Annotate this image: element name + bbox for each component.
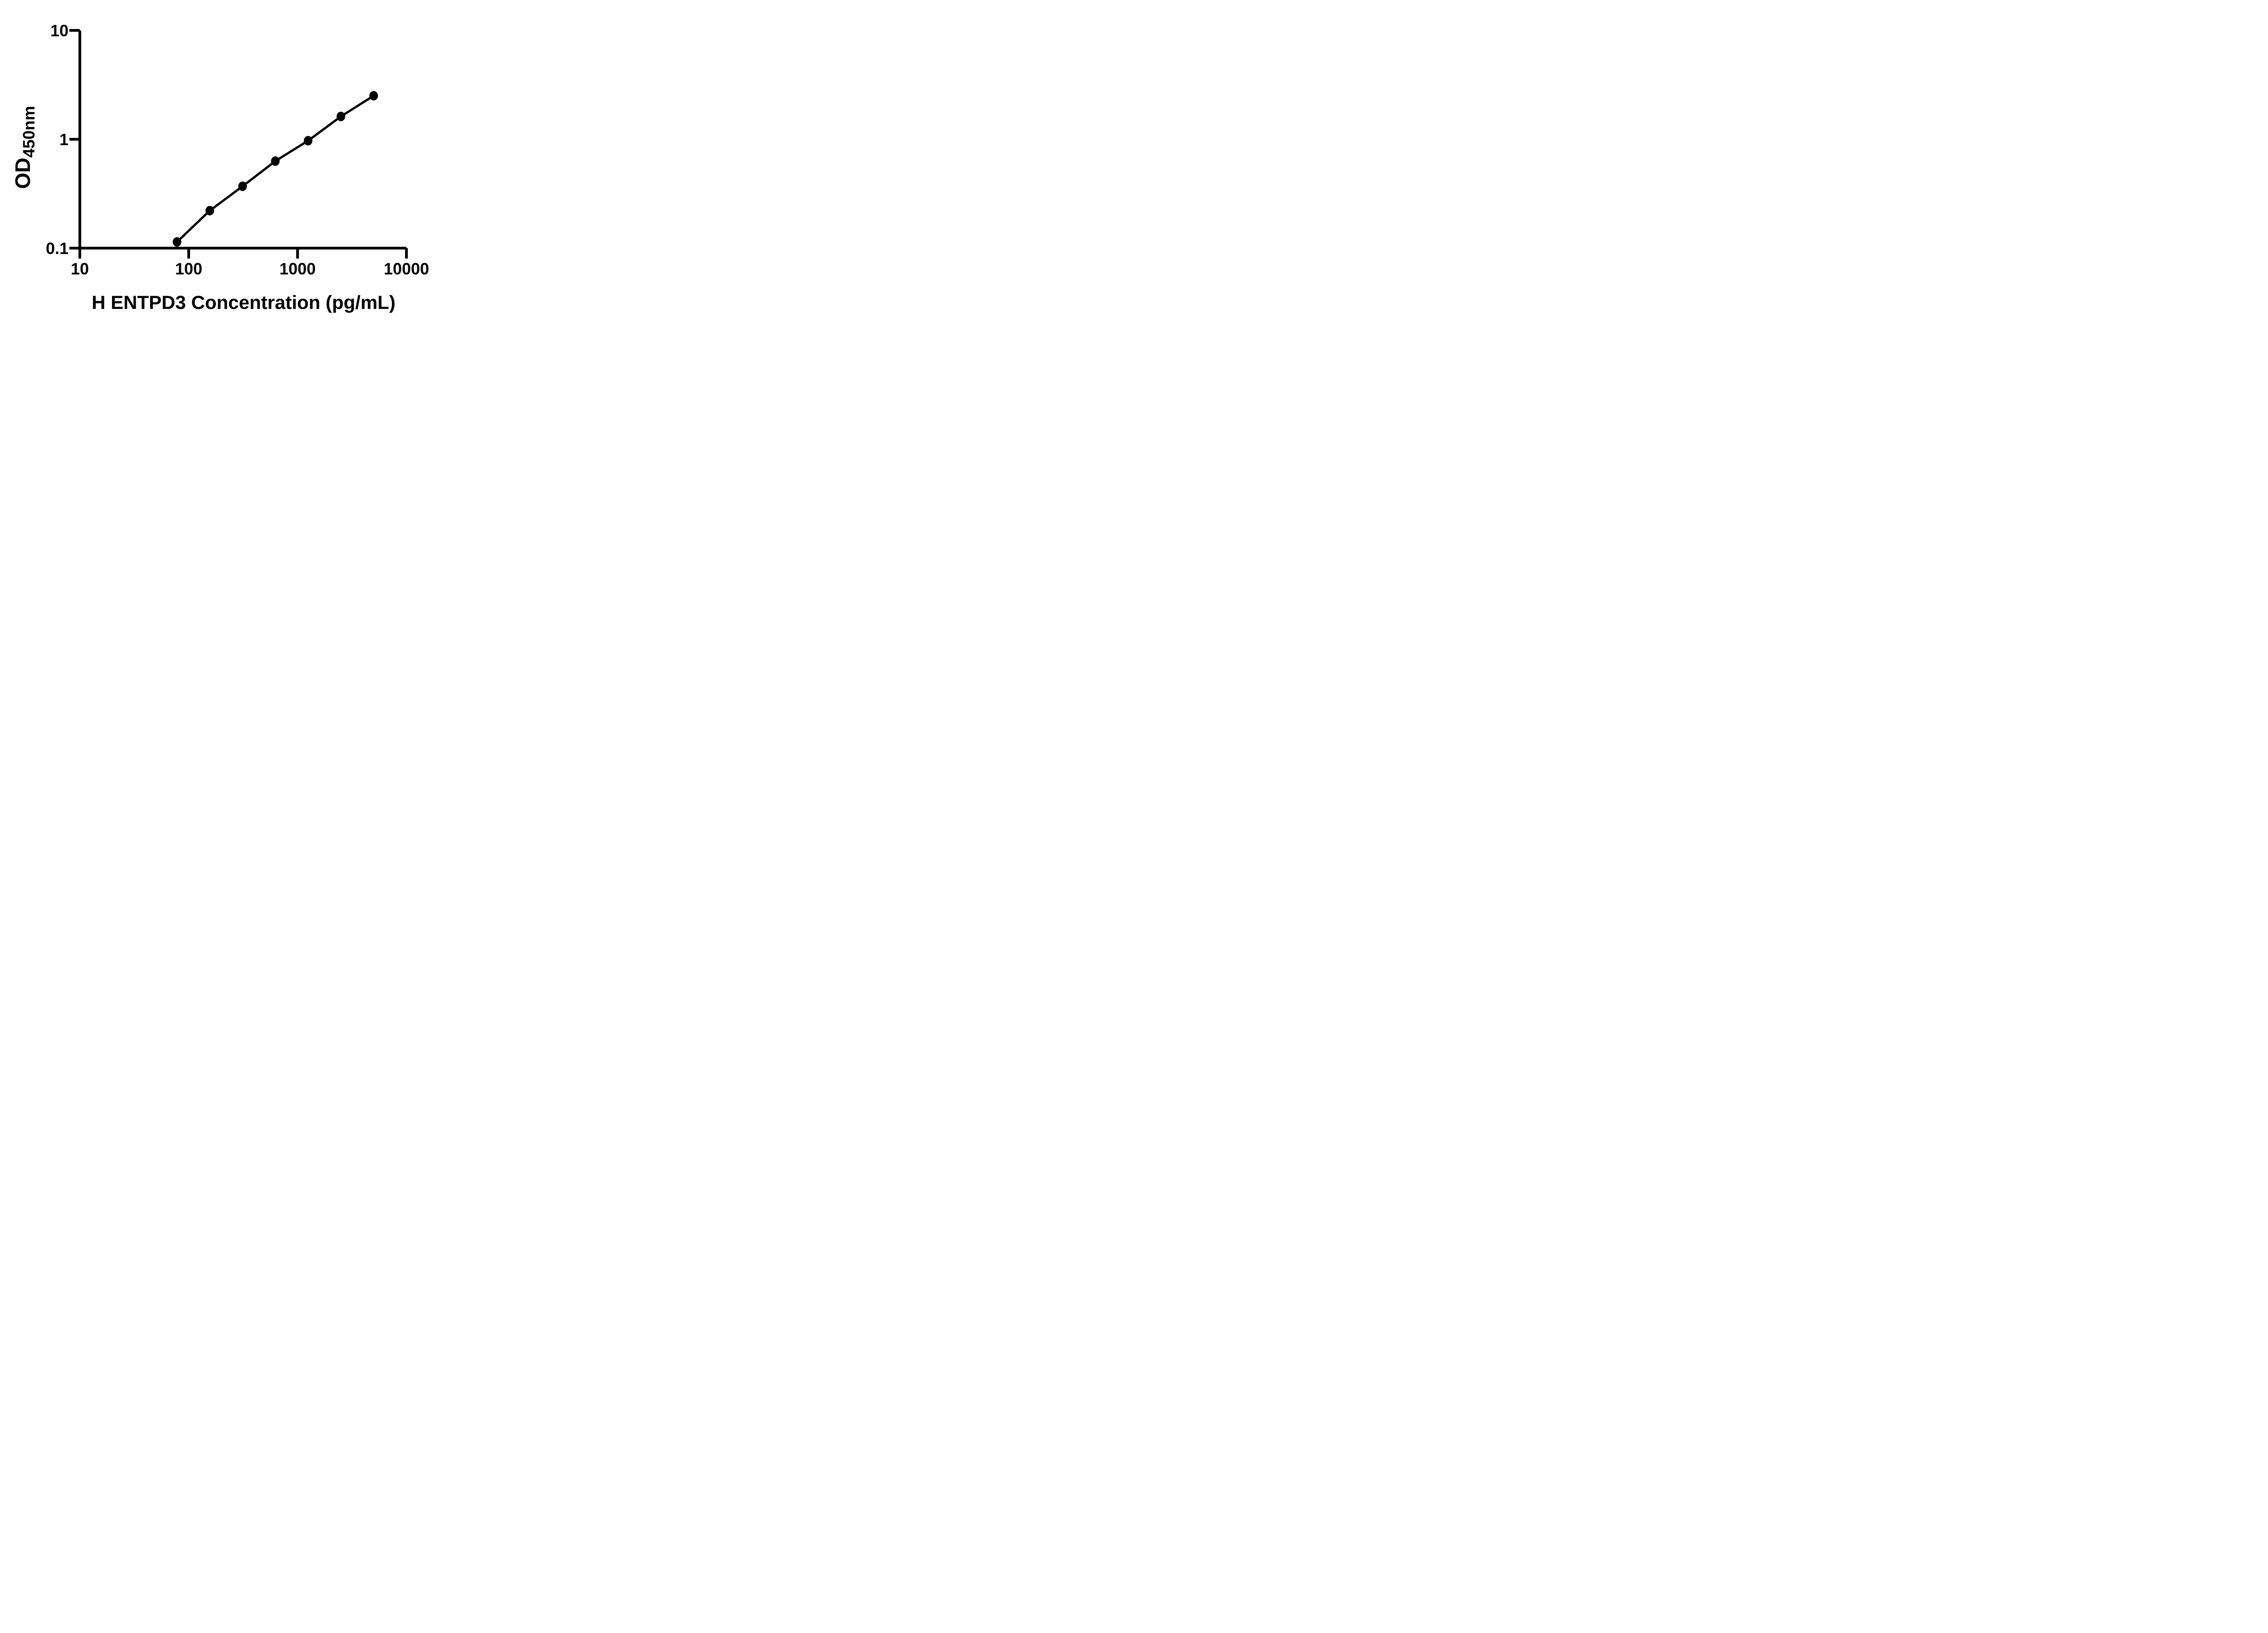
x-tick-label: 1000 bbox=[279, 259, 316, 278]
data-series-layer bbox=[172, 91, 378, 247]
y-tick-label: 1 bbox=[59, 130, 68, 149]
axis-spine bbox=[78, 30, 406, 249]
y-tick-label: 10 bbox=[50, 21, 68, 40]
x-tick-label: 10000 bbox=[384, 259, 429, 278]
data-point bbox=[337, 112, 346, 122]
plot-area: 10 100 1000 10000 0.1 1 10 OD450nm H ENTPD3 Co… bbox=[11, 21, 429, 313]
data-point bbox=[303, 136, 313, 146]
x-axis-title: H ENTPD3 Concentration (pg/mL) bbox=[92, 292, 396, 313]
y-axis-title: OD450nm bbox=[11, 106, 38, 189]
data-point bbox=[205, 205, 215, 215]
y-axis-title-subscript: 450nm bbox=[20, 106, 38, 157]
x-tick-label: 10 bbox=[71, 259, 89, 278]
elisa-standard-curve-figure: 10 100 1000 10000 0.1 1 10 OD450nm H ENTPD3 Co… bbox=[0, 0, 457, 327]
y-axis-title-main: OD bbox=[11, 158, 34, 189]
data-point bbox=[238, 181, 247, 191]
data-point bbox=[172, 237, 181, 247]
y-tick-label: 0.1 bbox=[46, 239, 68, 258]
data-point bbox=[271, 156, 280, 166]
x-tick-label: 100 bbox=[175, 259, 202, 278]
data-point bbox=[369, 91, 378, 101]
axes-layer: 10 100 1000 10000 0.1 1 10 bbox=[46, 21, 429, 278]
